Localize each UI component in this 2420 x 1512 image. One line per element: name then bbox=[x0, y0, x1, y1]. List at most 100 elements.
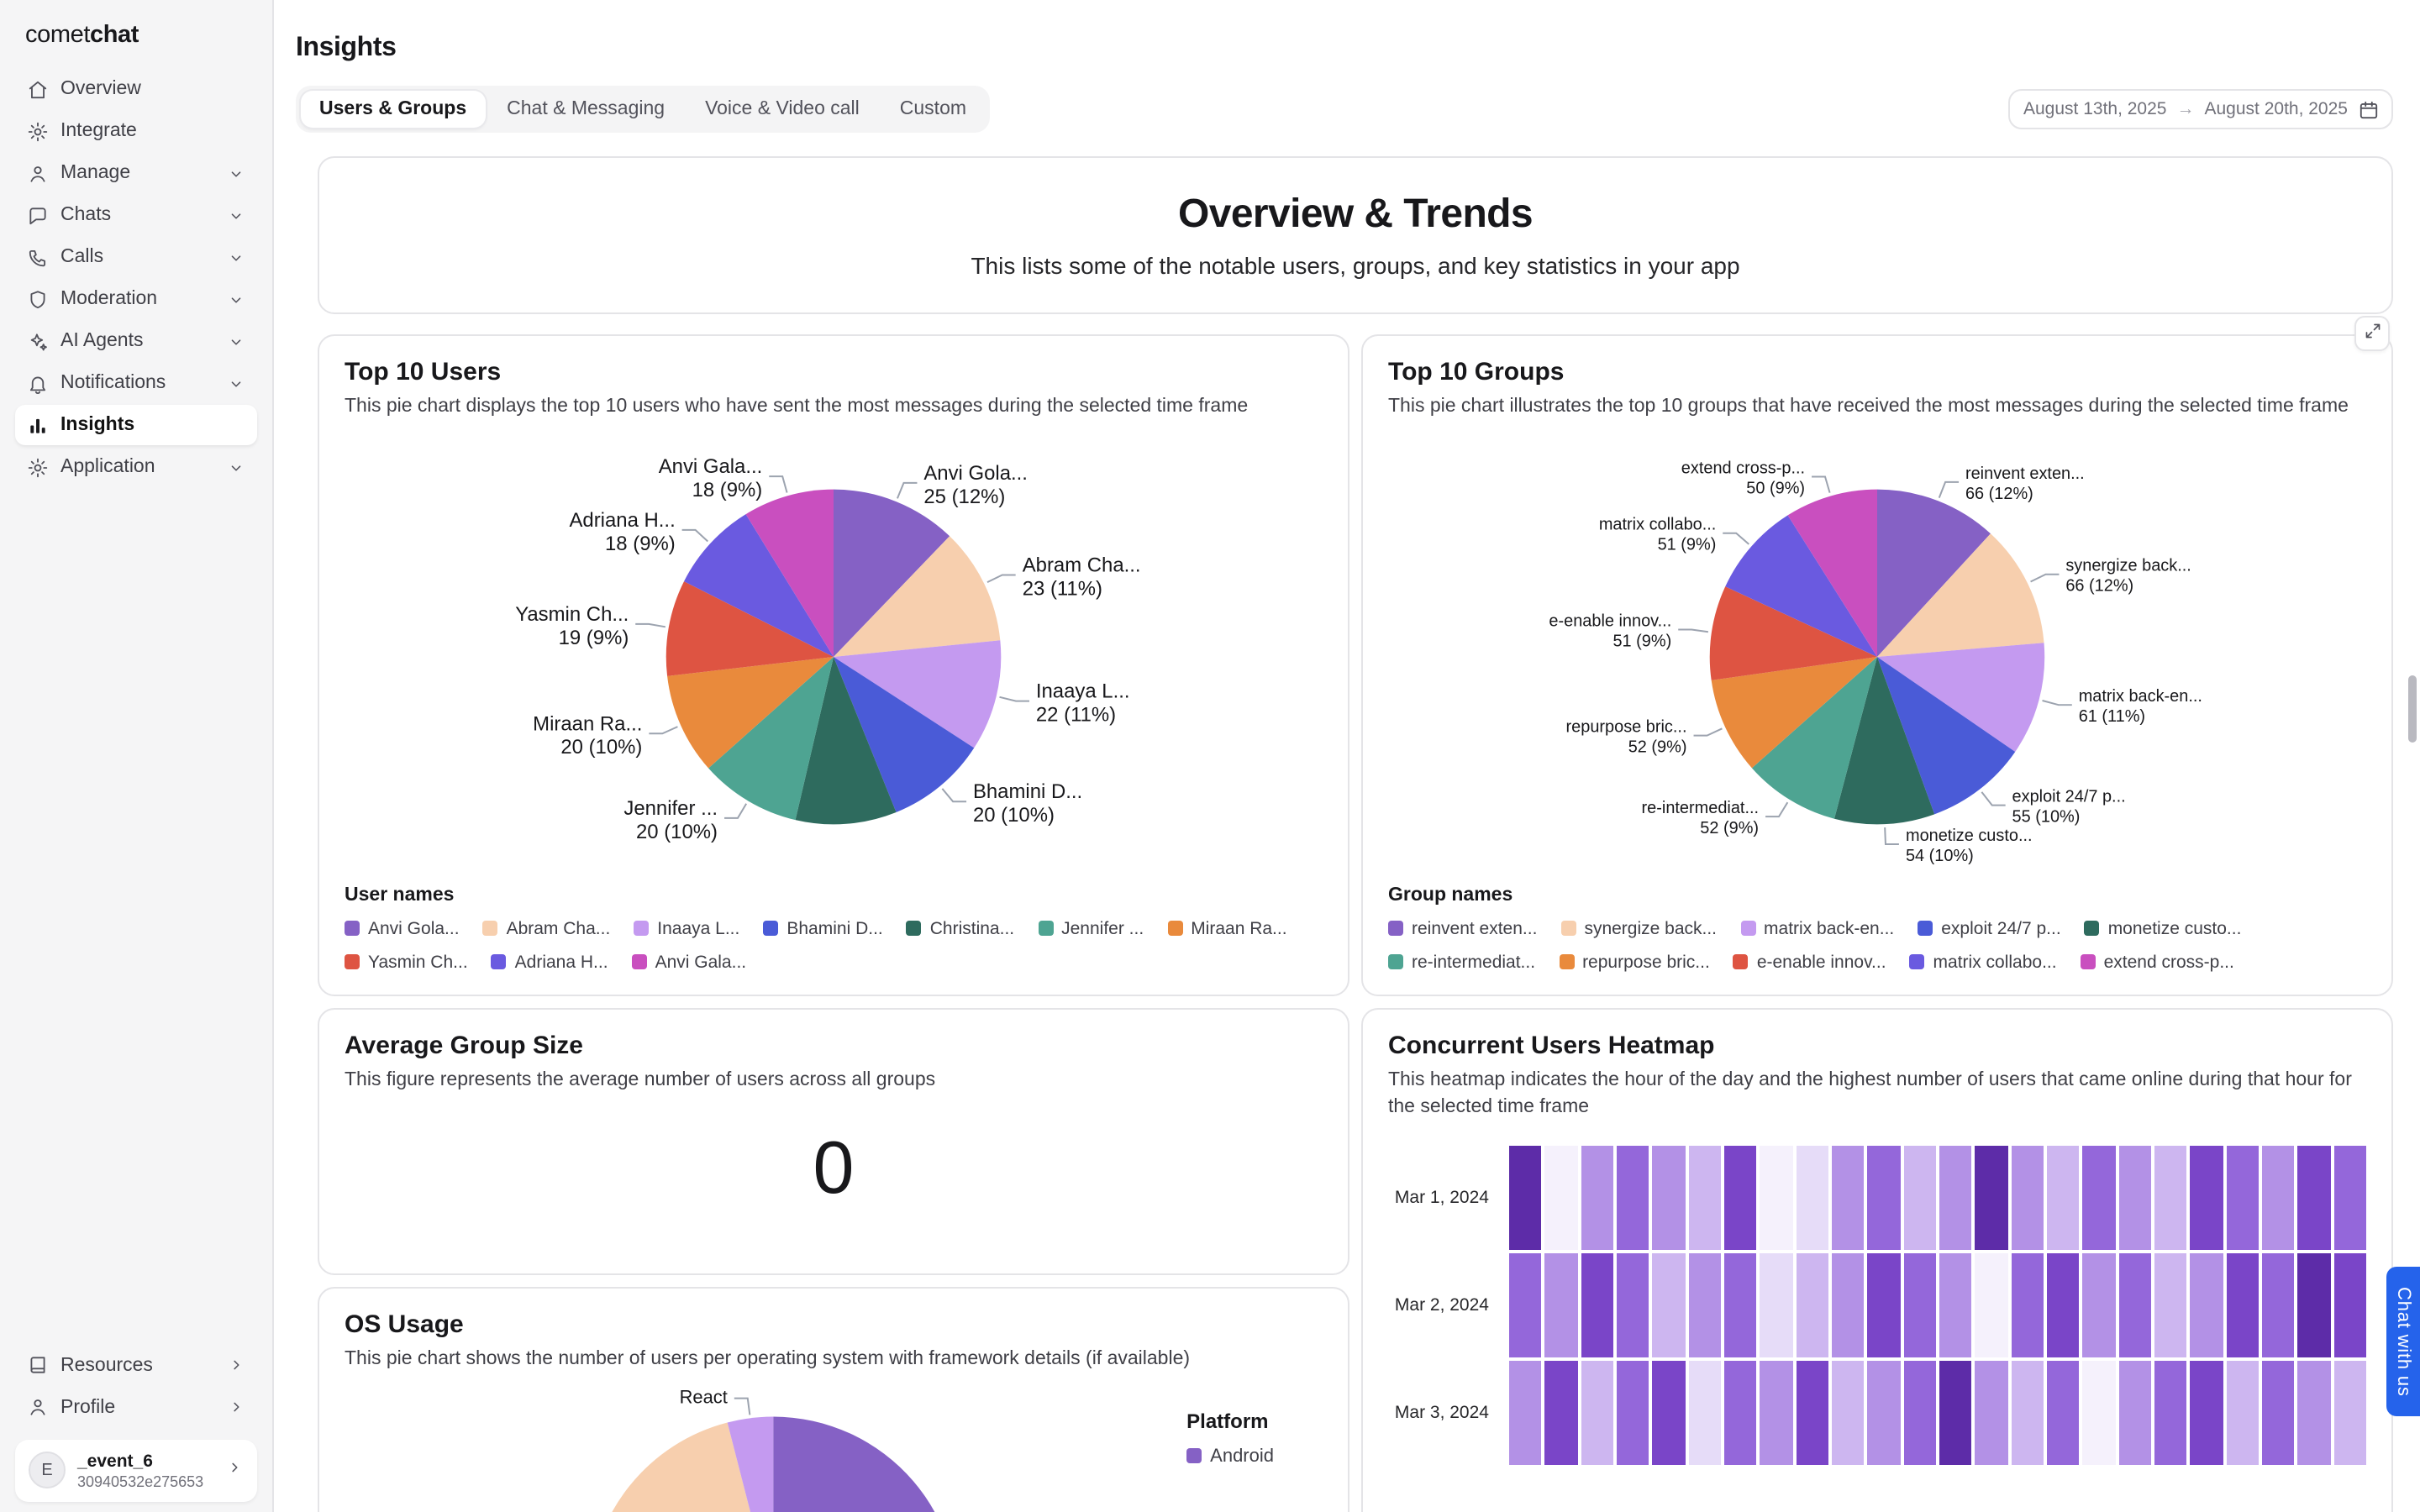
pie-slice-android[interactable] bbox=[716, 1417, 957, 1512]
sidebar-item-manage[interactable]: Manage bbox=[15, 153, 257, 193]
pie-slice-anvi-gola[interactable] bbox=[834, 489, 950, 657]
sidebar-item-integrate[interactable]: Integrate bbox=[15, 111, 257, 151]
heatmap-cell bbox=[2011, 1361, 2044, 1466]
platform-legend-items: Android bbox=[1186, 1446, 1274, 1466]
pie-label: Bhamini D... 20 (10%) bbox=[973, 780, 1082, 827]
pie-slice-abram-cha[interactable] bbox=[834, 535, 1001, 657]
legend-item-reinvent-exten: reinvent exten... bbox=[1388, 918, 1537, 938]
pie-slice-repurpose-bric[interactable] bbox=[1711, 656, 1877, 768]
pie-leader-line bbox=[1981, 790, 2006, 806]
top-users-card: Top 10 Users This pie chart displays the… bbox=[318, 334, 1349, 996]
bar-chart-icon bbox=[27, 414, 49, 436]
app-switcher[interactable]: E _event_6 30940532e275653 bbox=[15, 1439, 257, 1502]
heatmap-cell bbox=[1688, 1361, 1721, 1466]
heatmap-cell bbox=[1581, 1361, 1613, 1466]
legend-label: Adriana H... bbox=[514, 952, 608, 973]
sidebar-item-notifications[interactable]: Notifications bbox=[15, 363, 257, 403]
chat-with-us-button[interactable]: Chat with us bbox=[2386, 1267, 2420, 1417]
legend-label: Yasmin Ch... bbox=[368, 952, 468, 973]
chevron-down-icon bbox=[227, 206, 245, 224]
sidebar-item-moderation[interactable]: Moderation bbox=[15, 279, 257, 319]
tab-custom[interactable]: Custom bbox=[899, 99, 967, 119]
sidebar-item-insights[interactable]: Insights bbox=[15, 405, 257, 445]
tab-users-groups[interactable]: Users & Groups bbox=[301, 91, 486, 128]
pie-slice-bhamini-d[interactable] bbox=[834, 656, 975, 812]
legend-item-anvi-gala: Anvi Gala... bbox=[631, 952, 746, 972]
pie-slice-e-enable-innov[interactable] bbox=[1709, 585, 1877, 680]
sidebar-item-resources[interactable]: Resources bbox=[15, 1346, 257, 1386]
pie-slice-yasmin-ch[interactable] bbox=[666, 580, 834, 676]
pie-slice-anvi-gala[interactable] bbox=[745, 489, 834, 657]
tab-chat-messaging[interactable]: Chat & Messaging bbox=[507, 99, 666, 119]
pie-leader-line bbox=[1938, 480, 1960, 498]
sidebar-item-label: Manage bbox=[60, 163, 131, 183]
left-column: Average Group Size This figure represent… bbox=[318, 1007, 1349, 1512]
heatmap-cell bbox=[2082, 1253, 2116, 1358]
legend-swatch bbox=[2084, 921, 2100, 937]
pie-slice-inaaya-l[interactable] bbox=[834, 639, 1002, 748]
user-icon bbox=[27, 1397, 49, 1419]
heatmap-cell bbox=[2118, 1146, 2151, 1251]
pie-slice-synergize-back[interactable] bbox=[1877, 533, 2044, 657]
heatmap-cell bbox=[1544, 1253, 1578, 1358]
sidebar-item-overview[interactable]: Overview bbox=[15, 69, 257, 109]
sidebar-item-calls[interactable]: Calls bbox=[15, 237, 257, 277]
pie-label: monetize custo... 54 (10%) bbox=[1906, 826, 2033, 864]
legend-label: Anvi Gola... bbox=[368, 918, 460, 939]
pie-slice-react[interactable] bbox=[727, 1417, 774, 1512]
heatmap-cell bbox=[1903, 1146, 1936, 1251]
chevron-right-icon bbox=[225, 1456, 244, 1486]
pie-slice-reinvent-exten[interactable] bbox=[1877, 489, 1991, 657]
heatmap-cell bbox=[1832, 1361, 1865, 1466]
pie-slice-exploit-24-7-p[interactable] bbox=[1877, 656, 2016, 814]
heatmap-cell bbox=[1796, 1253, 1828, 1358]
pie-leader-line bbox=[734, 1398, 751, 1416]
heatmap-cell bbox=[1867, 1361, 1901, 1466]
legend-swatch bbox=[1167, 921, 1183, 937]
pie-slice-matrix-back-en[interactable] bbox=[1877, 642, 2045, 752]
arrow-right-icon: → bbox=[2176, 99, 2195, 119]
sidebar-item-label: Calls bbox=[60, 247, 104, 267]
pie-slice-extend-cross-p[interactable] bbox=[1787, 489, 1877, 657]
sidebar-item-label: Integrate bbox=[60, 121, 137, 141]
sidebar-item-profile[interactable]: Profile bbox=[15, 1388, 257, 1428]
heatmap-cell bbox=[1760, 1146, 1793, 1251]
pie-slice-re-intermediat[interactable] bbox=[1751, 656, 1877, 819]
legend-swatch bbox=[634, 921, 650, 937]
legend-item-abram-cha: Abram Cha... bbox=[482, 918, 610, 938]
heatmap-cell bbox=[2011, 1253, 2044, 1358]
heatmap-cell bbox=[1581, 1146, 1613, 1251]
pie-label: extend cross-p... 50 (9%) bbox=[1681, 459, 1805, 497]
pie-slice-monetize-custo[interactable] bbox=[1833, 656, 1935, 824]
expand-button[interactable] bbox=[2354, 316, 2390, 351]
sidebar-item-label: Chats bbox=[60, 205, 112, 225]
legend-item-matrix-back-en: matrix back-en... bbox=[1740, 918, 1894, 938]
pie-label: Inaaya L... 22 (11%) bbox=[1036, 680, 1130, 726]
sidebar-item-ai-agents[interactable]: AI Agents bbox=[15, 321, 257, 361]
legend-label: e-enable innov... bbox=[1756, 952, 1886, 973]
pie-slice-matrix-collabo[interactable] bbox=[1725, 514, 1877, 657]
heatmap-row-label: Mar 2, 2024 bbox=[1394, 1295, 1489, 1316]
heatmap-cell bbox=[2190, 1361, 2223, 1466]
pie-slice-jennifer[interactable] bbox=[708, 656, 834, 820]
legend-item-adriana-h: Adriana H... bbox=[491, 952, 608, 973]
legend-swatch bbox=[482, 921, 498, 937]
pie-label: repurpose bric... 52 (9%) bbox=[1566, 717, 1687, 756]
legend-label: Android bbox=[1210, 1446, 1274, 1467]
app-meta: _event_6 30940532e275653 bbox=[77, 1452, 213, 1490]
sidebar-item-application[interactable]: Application bbox=[15, 447, 257, 487]
pie-label: matrix back-en... 61 (11%) bbox=[2079, 687, 2202, 726]
legend-item-synergize-back: synergize back... bbox=[1560, 918, 1717, 938]
pie-slice-adriana-h[interactable] bbox=[684, 513, 834, 657]
sidebar-item-chats[interactable]: Chats bbox=[15, 195, 257, 235]
legend-label: re-intermediat... bbox=[1412, 952, 1536, 973]
pie-slice-miraan-ra[interactable] bbox=[667, 656, 834, 768]
pie-slice-christina[interactable] bbox=[795, 656, 897, 824]
scrollbar-thumb[interactable] bbox=[2408, 675, 2417, 743]
tab-voice-video-call[interactable]: Voice & Video call bbox=[705, 99, 860, 119]
pie-slice-item[interactable] bbox=[589, 1423, 773, 1512]
heatmap-cell bbox=[2047, 1146, 2080, 1251]
date-range-picker[interactable]: August 13th, 2025 → August 20th, 2025 bbox=[2008, 89, 2393, 129]
pie-label: reinvent exten... 66 (12%) bbox=[1965, 464, 2085, 502]
